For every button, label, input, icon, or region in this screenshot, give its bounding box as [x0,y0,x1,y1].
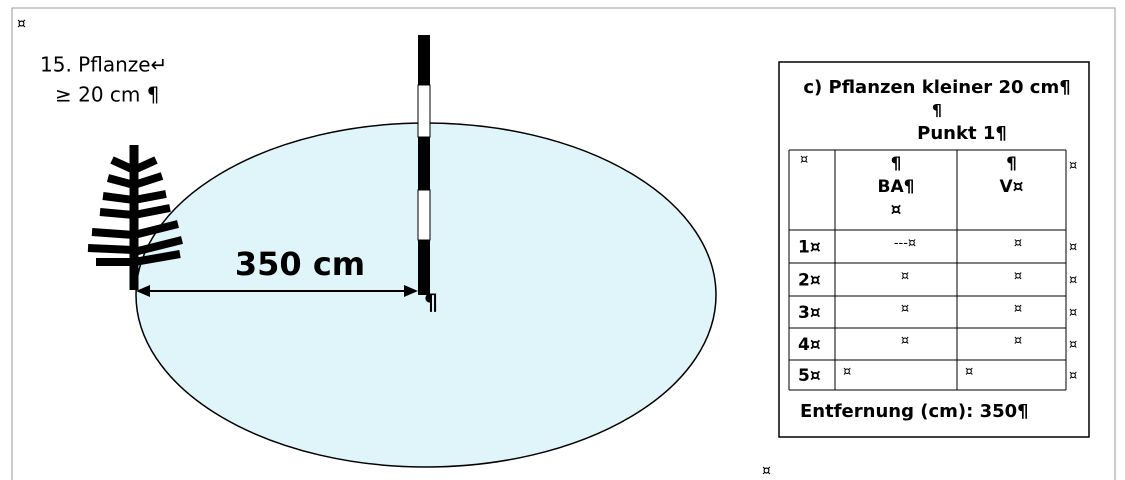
table-cell: ---¤ [894,236,916,251]
header-cell: BA¶ [878,177,915,197]
cell-mark: ¤ [1069,159,1077,174]
cell-mark: ¤ [762,463,771,479]
page-frame [11,7,1116,480]
table: c) Pflanzen kleiner 20 cm¶ ¶ Punkt 1¶ ¤ ¶… [778,61,1090,438]
table-subtitle: Punkt 1¶ [917,123,1007,144]
header-cell: V¤ [1000,177,1024,197]
table-cell: ¤ [901,334,909,349]
table-cell: ¤ [1014,334,1022,349]
cell-mark: ¤ [1069,273,1077,288]
header-cell: ¤ [800,153,808,168]
measuring-pole [417,35,431,295]
cell-mark: ¤ [1069,306,1077,321]
table-cell: ¤ [1014,302,1022,317]
row-label: 2¤ [798,271,821,291]
header-cell: ¶ [1006,154,1017,174]
tree [87,145,183,290]
plant-label: 15. Pflanze↵ [40,53,167,77]
row-label: 5¤ [798,366,821,386]
distance-arrow [136,285,418,297]
cell-mark: ¤ [1069,338,1077,353]
table-cell: ¤ [1014,236,1022,251]
table-cell: ¤ [843,365,851,380]
table-footer: Entfernung (cm): 350¶ [800,401,1029,422]
plant-size: ≥ 20 cm ¶ [55,83,159,107]
row-label: 3¤ [798,303,821,323]
table-cell: ¤ [1014,269,1022,284]
table-cell: ¤ [901,269,909,284]
table-cell: ¤ [901,302,909,317]
paragraph-mark: ¶ [932,101,942,120]
header-cell: ¤ [891,200,902,220]
row-label: 4¤ [798,335,821,355]
row-label: 1¤ [798,238,821,258]
paragraph-mark: ¶ [424,291,438,316]
cell-mark: ¤ [17,16,26,32]
cell-mark: ¤ [1069,240,1077,255]
cell-mark: ¤ [1069,369,1077,384]
table-title: c) Pflanzen kleiner 20 cm¶ [803,77,1070,98]
distance-label: 350 cm [235,245,365,283]
table-cell: ¤ [965,365,973,380]
header-cell: ¶ [891,154,902,174]
